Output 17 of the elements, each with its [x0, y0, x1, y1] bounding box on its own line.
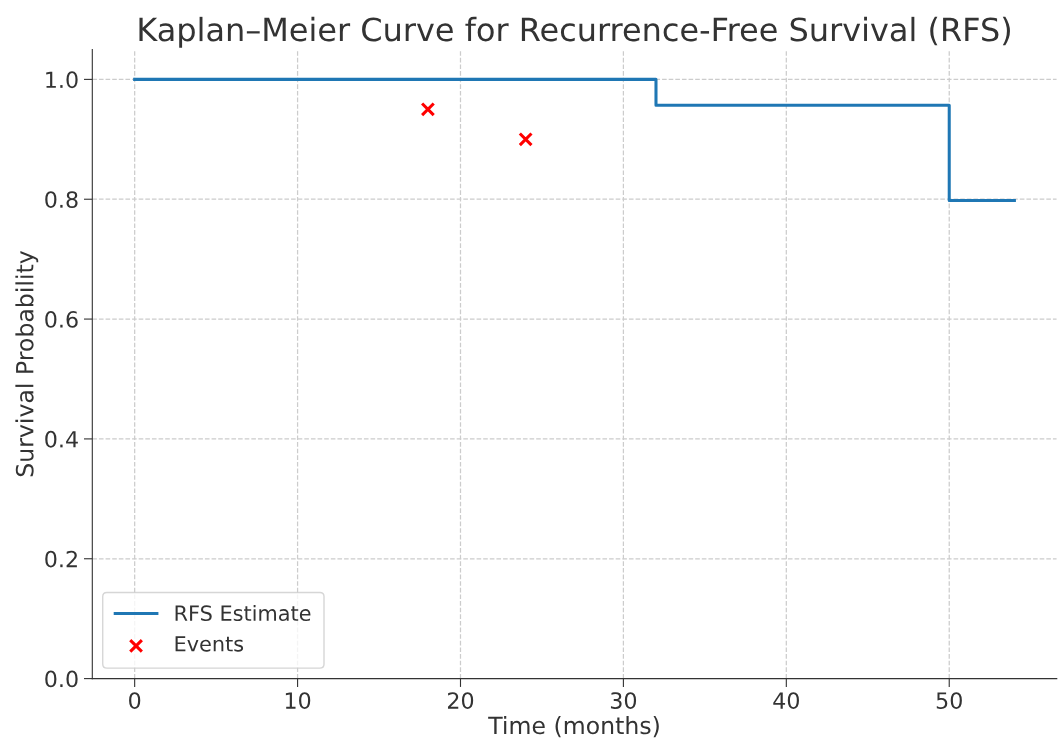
x-tick-label: 40 [773, 692, 799, 709]
y-tick-label: 0.2 [45, 550, 77, 568]
legend-label: RFS Estimate [175, 604, 311, 622]
y-tick-label: 1.0 [46, 71, 78, 89]
y-axis-title: Survival Probability [15, 250, 39, 477]
x-tick-label: 20 [447, 692, 474, 709]
y-tick-label: 0.4 [45, 430, 78, 448]
y-tick-label: 0.0 [45, 670, 78, 688]
x-tick-label: 50 [936, 692, 962, 709]
legend-label: Events [175, 636, 244, 652]
x-tick-label: 10 [285, 692, 311, 709]
x-tick-label: 30 [610, 692, 637, 709]
y-tick-label: 0.8 [45, 191, 78, 208]
y-tick-label: 0.6 [45, 311, 78, 328]
x-axis-title: Time (months) [488, 716, 659, 738]
chart-title: Kaplan–Meier Curve for Recurrence-Free Survival (RFS) [139, 16, 1010, 48]
x-tick-label: 0 [129, 692, 141, 709]
